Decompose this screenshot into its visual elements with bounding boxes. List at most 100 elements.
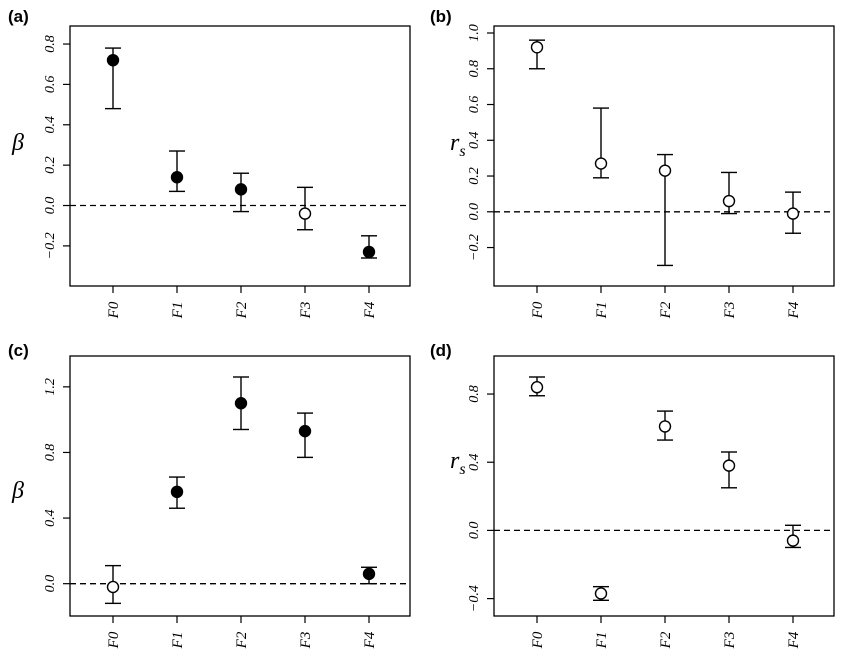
data-point-F3 (721, 171, 737, 215)
open-marker (658, 164, 672, 177)
open-marker (786, 534, 800, 547)
x-tick-label: F3 (722, 302, 738, 320)
open-marker (594, 157, 608, 170)
y-tick-label: 0.8 (467, 385, 482, 403)
data-point-F0 (529, 376, 545, 397)
panel-c: (c) β 0.0 0.4 0.8 1.2 F0 F1 F2 F3 F4 (8, 341, 411, 650)
plot-frame (69, 355, 411, 617)
x-tick-label: F4 (362, 301, 378, 319)
x-tick-label: F2 (658, 301, 674, 319)
y-tick-label: 0.4 (467, 132, 482, 150)
data-point-F2 (233, 376, 249, 431)
y-tick-label: 0.0 (43, 575, 58, 593)
data-point-F4 (785, 524, 801, 549)
open-marker (722, 194, 736, 208)
y-tick-label: 1.2 (43, 378, 58, 396)
panel-b: (b) rs −0.2 0.0 0.2 0.4 0.6 0.8 1.0 F0 F1 F2 F3 F4 (430, 7, 835, 320)
x-tick-label: F0 (106, 631, 122, 649)
open-marker (106, 580, 120, 594)
y-tick-label: −0.4 (467, 585, 482, 612)
x-tick-label: F4 (362, 631, 378, 649)
data-point-F0 (105, 564, 121, 605)
data-point-F3 (297, 186, 313, 231)
x-tick-label: F3 (722, 632, 738, 650)
filled-marker (362, 245, 376, 259)
open-marker (530, 41, 544, 54)
y-axis-label-subscript: s (459, 461, 465, 478)
x-tick-label: F4 (786, 631, 802, 649)
data-point-F0 (529, 39, 545, 70)
filled-marker (234, 397, 248, 410)
plot-frame (493, 355, 835, 617)
y-axis-label: rs (450, 448, 466, 478)
data-point-F0 (105, 47, 121, 110)
data-point-F3 (721, 451, 737, 489)
data-point-F1 (169, 150, 185, 193)
x-tick-label: F3 (298, 302, 314, 320)
filled-marker (362, 567, 376, 581)
data-point-F1 (593, 585, 609, 601)
y-tick-label: 0.6 (467, 96, 482, 114)
data-point-F1 (593, 107, 609, 179)
y-tick-label: 1.0 (467, 24, 482, 42)
panel-label: (c) (8, 341, 29, 360)
filled-marker (298, 424, 312, 438)
y-tick-label: −0.2 (43, 232, 58, 259)
x-tick-label: F1 (170, 632, 186, 650)
y-tick-label: 0.8 (43, 35, 58, 53)
open-marker (658, 420, 672, 433)
open-marker (722, 459, 736, 472)
plot-frame (69, 25, 411, 287)
y-tick-label: 0.8 (43, 444, 58, 462)
x-tick-label: F0 (106, 301, 122, 319)
plot-frame (493, 25, 835, 287)
y-tick-label: 0.0 (467, 203, 482, 221)
x-tick-label: F2 (234, 631, 250, 649)
y-axis-label: rs (450, 130, 466, 160)
data-point-F2 (657, 410, 673, 441)
x-tick-label: F2 (658, 631, 674, 649)
data-point-F2 (233, 172, 249, 213)
y-tick-label: 0.2 (467, 167, 482, 185)
data-point-F4 (785, 191, 801, 234)
panel-a: (a) β −0.2 0.0 0.2 0.4 0.6 0.8 F0 F1 F2 F3 F4 (8, 7, 411, 320)
open-marker (298, 207, 312, 220)
data-point-F4 (361, 235, 377, 259)
y-axis-label: β (11, 478, 24, 504)
filled-marker (106, 53, 120, 67)
open-marker (530, 381, 544, 394)
y-tick-label: 0.4 (43, 116, 58, 133)
x-tick-label: F3 (298, 632, 314, 650)
panel-d: (d) rs −0.4 0.0 0.4 0.8 F0 F1 F2 F3 F4 (430, 341, 835, 650)
x-tick-label: F4 (786, 301, 802, 319)
x-tick-label: F0 (530, 301, 546, 319)
y-tick-label: 0.0 (43, 197, 58, 215)
filled-marker (170, 171, 184, 184)
y-tick-label: 0.6 (43, 76, 58, 94)
open-marker (786, 207, 800, 220)
filled-marker (234, 183, 248, 196)
y-tick-label: 0.8 (467, 60, 482, 78)
y-tick-label: −0.2 (467, 234, 482, 261)
y-axis-label-subscript: s (459, 143, 465, 160)
x-tick-label: F0 (530, 631, 546, 649)
y-tick-label: 0.2 (43, 156, 58, 174)
y-axis-label: β (11, 130, 24, 156)
data-point-F3 (297, 412, 313, 459)
data-point-F4 (361, 566, 377, 585)
x-tick-label: F1 (594, 302, 610, 320)
open-marker (594, 587, 608, 600)
y-tick-label: 0.4 (43, 509, 58, 527)
y-tick-label: 0.4 (467, 453, 482, 471)
panel-label: (b) (430, 7, 452, 26)
data-point-F1 (169, 476, 185, 509)
data-point-F2 (657, 153, 673, 267)
panel-label: (a) (8, 7, 29, 26)
x-tick-label: F1 (594, 632, 610, 650)
filled-marker (170, 485, 184, 499)
x-tick-label: F1 (170, 302, 186, 320)
x-tick-label: F2 (234, 301, 250, 319)
y-tick-label: 0.0 (467, 522, 482, 540)
panel-label: (d) (430, 341, 452, 360)
